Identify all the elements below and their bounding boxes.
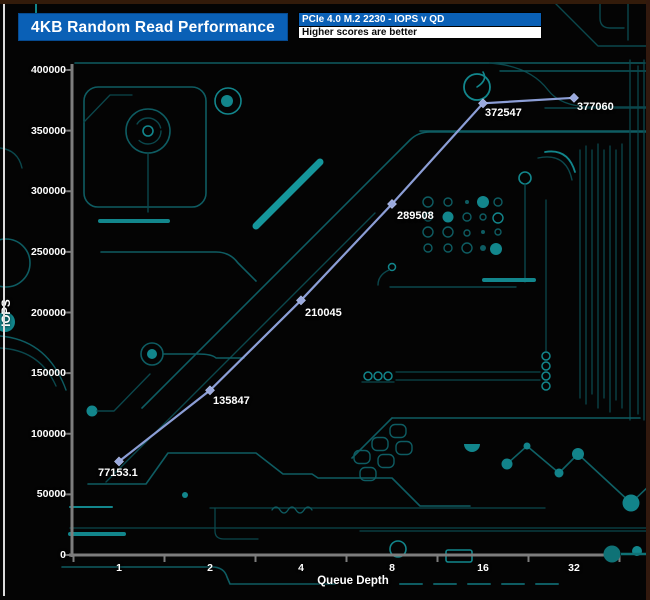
axis-end-dot	[603, 545, 621, 563]
x-tick-label: 4	[298, 562, 304, 574]
y-tick-label: 150000	[30, 367, 66, 380]
data-point-marker	[296, 295, 306, 306]
series-markers	[114, 92, 579, 467]
chart-note: Higher scores are better	[299, 26, 541, 38]
y-tick-label: 250000	[30, 245, 66, 258]
data-point-label: 77153.1	[98, 467, 138, 480]
data-point-label: 210045	[305, 307, 342, 320]
chart-subtitle: PCIe 4.0 M.2 2230 - IOPS v QD	[299, 13, 541, 26]
x-tick-label: 8	[389, 562, 395, 574]
data-point-label: 377060	[577, 100, 614, 113]
right-border-strip	[646, 0, 650, 600]
data-point-marker	[569, 92, 579, 103]
left-border-line	[3, 4, 5, 596]
x-tick-label: 32	[568, 562, 580, 574]
top-border-strip	[0, 0, 650, 4]
x-tick-label: 1	[116, 562, 122, 574]
data-point-marker	[114, 456, 124, 467]
y-tick-label: 300000	[30, 185, 66, 198]
axis-ticks	[63, 69, 621, 562]
chart-title: 4KB Random Read Performance	[18, 13, 288, 41]
y-tick-label: 200000	[30, 306, 66, 319]
x-tick-label: 16	[477, 562, 489, 574]
x-tick-label: 2	[207, 562, 213, 574]
data-point-marker	[387, 199, 397, 209]
x-axis-title: Queue Depth	[317, 575, 389, 587]
y-tick-label: 0	[60, 549, 66, 561]
data-point-label: 372547	[485, 107, 522, 120]
y-tick-label: 350000	[30, 124, 66, 137]
y-tick-label: 100000	[30, 427, 66, 440]
y-tick-label: 50000	[36, 488, 66, 501]
data-point-label: 135847	[213, 395, 250, 408]
y-tick-label: 400000	[30, 64, 66, 76]
series-line	[118, 96, 575, 463]
data-point-marker	[478, 98, 488, 109]
data-point-marker	[205, 385, 215, 396]
chart-info-box: PCIe 4.0 M.2 2230 - IOPS v QD Higher sco…	[298, 12, 542, 39]
data-point-label: 289508	[397, 209, 434, 222]
